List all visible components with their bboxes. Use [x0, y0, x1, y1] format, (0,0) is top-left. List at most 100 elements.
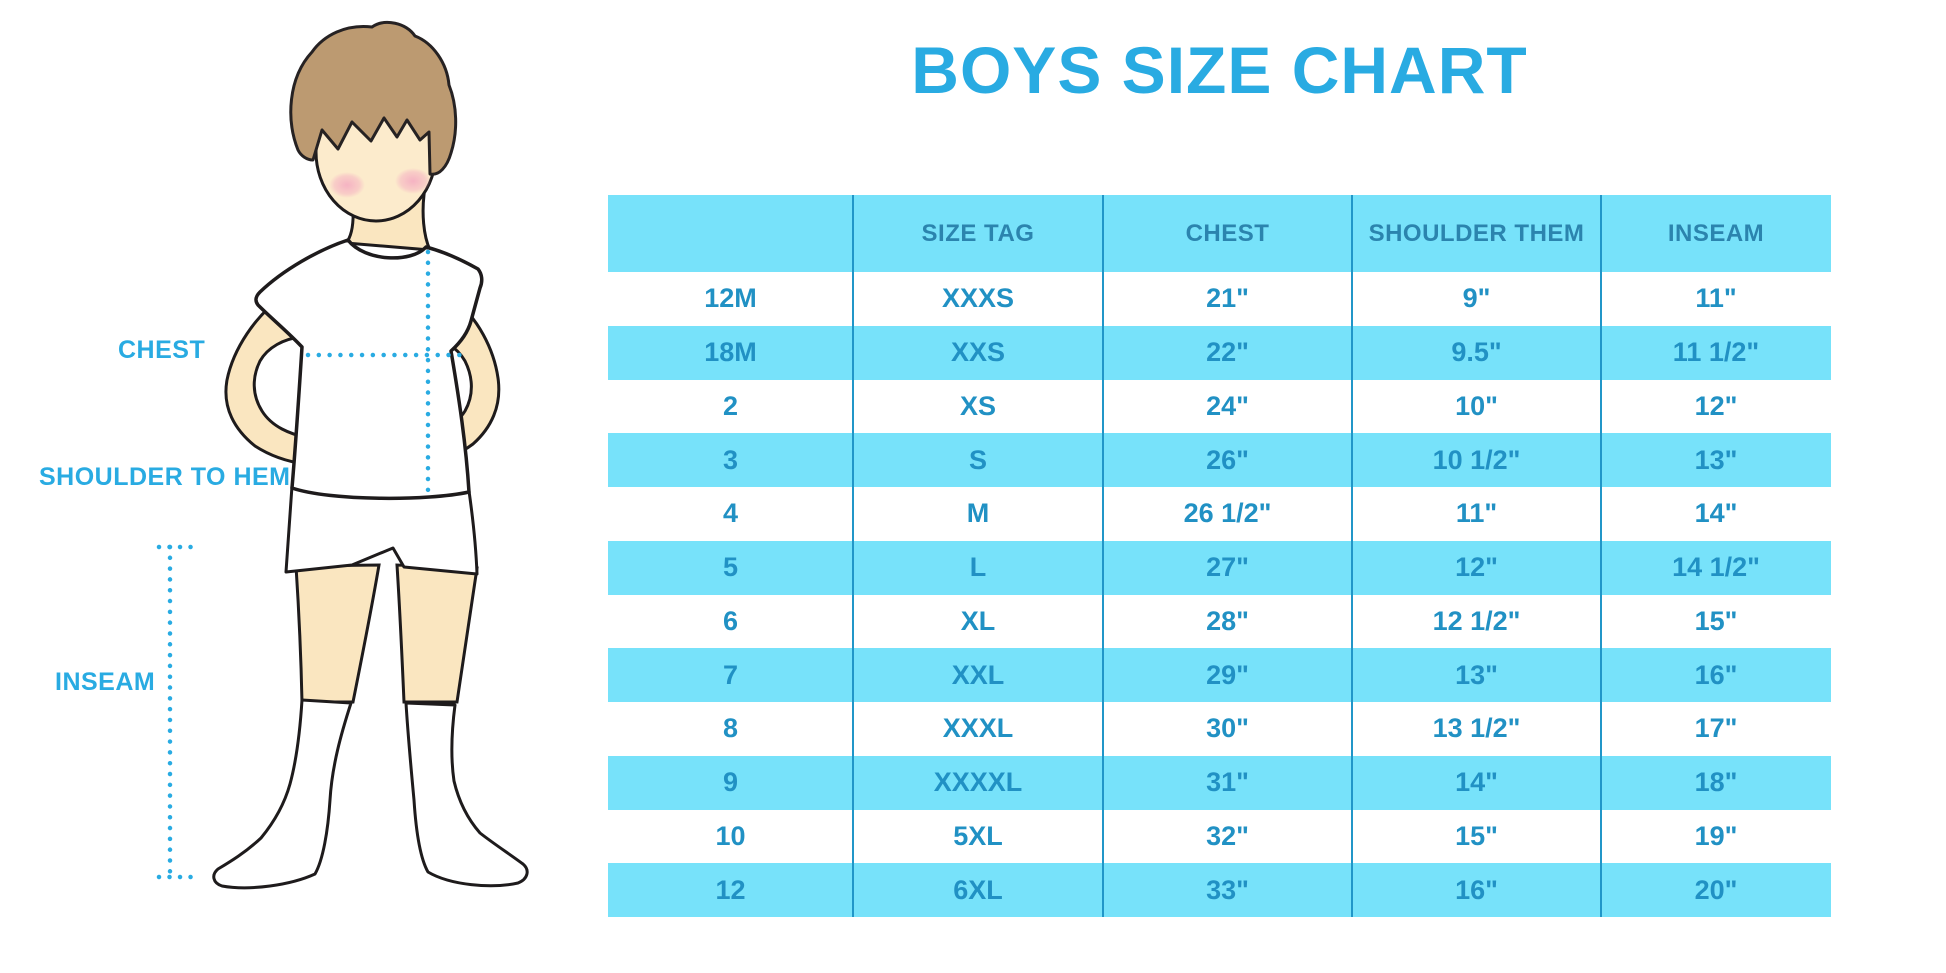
column-divider — [852, 195, 854, 917]
table-cell: 14 1/2" — [1672, 552, 1760, 583]
table-cell: 3 — [722, 444, 739, 475]
table-cell: 15" — [1455, 820, 1498, 851]
table-header-row: SIZE TAG CHEST SHOULDER THEM INSEAM — [608, 195, 1831, 272]
shorts-shape — [284, 484, 479, 576]
table-cell: 2 — [722, 390, 739, 421]
table-cell: 31" — [1206, 767, 1249, 798]
table-cell: XXL — [951, 659, 1005, 690]
table-cell: XS — [959, 390, 997, 421]
column-header-shoulder-them: SHOULDER THEM — [1368, 219, 1585, 247]
table-cell: 12" — [1694, 390, 1738, 421]
table-cell: 13 1/2" — [1432, 713, 1521, 744]
table-cell: L — [969, 552, 987, 583]
table-cell: 24" — [1206, 390, 1249, 421]
table-cell: 18M — [704, 337, 757, 368]
table-cell: 19" — [1694, 820, 1738, 851]
table-cell: 11" — [1455, 498, 1498, 529]
table-cell: XXS — [950, 337, 1006, 368]
table-cell: 12M — [704, 283, 757, 314]
right-leg-shape — [395, 563, 479, 704]
table-row: 4 M 26 1/2" 11" 14" — [608, 487, 1831, 541]
blush-left — [329, 172, 365, 198]
table-cell: 32" — [1206, 820, 1249, 851]
table-cell: 13" — [1455, 659, 1498, 690]
table-cell: XXXXL — [933, 767, 1023, 798]
table-cell: 9 — [722, 767, 739, 798]
table-cell: XL — [960, 605, 996, 636]
table-row: 12M XXXS 21" 9" 11" — [608, 272, 1831, 326]
table-cell: 5XL — [953, 820, 1003, 851]
table-cell: 10" — [1455, 390, 1498, 421]
table-cell: XXXS — [941, 283, 1015, 314]
inseam-label: INSEAM — [55, 668, 156, 696]
table-cell: S — [968, 444, 987, 475]
table-cell: 11 1/2" — [1672, 337, 1760, 368]
table-cell: M — [966, 498, 990, 529]
table-cell: 22" — [1206, 337, 1249, 368]
table-cell: 7 — [722, 659, 739, 690]
table-cell: 10 1/2" — [1432, 444, 1521, 475]
table-row: 6 XL 28" 12 1/2" 15" — [608, 595, 1831, 649]
shoulder-to-hem-label: SHOULDER TO HEM — [39, 463, 291, 491]
table-cell: 16" — [1694, 659, 1738, 690]
table-cell: 18" — [1694, 767, 1738, 798]
table-cell: 9.5" — [1451, 337, 1502, 368]
table-cell: 12 1/2" — [1432, 605, 1521, 636]
table-row: 3 S 26" 10 1/2" 13" — [608, 433, 1831, 487]
table-cell: 15" — [1694, 605, 1738, 636]
table-body: 12M XXXS 21" 9" 11" 18M XXS 22" 9.5" 11 1/2" 2 XS 24… — [608, 272, 1831, 917]
column-header-chest: CHEST — [1185, 219, 1270, 247]
table-cell: 21" — [1206, 283, 1249, 314]
table-cell: 17" — [1694, 713, 1738, 744]
table-cell: 5 — [722, 552, 739, 583]
table-cell: 11" — [1695, 283, 1737, 314]
boy-illustration — [156, 20, 529, 890]
table-cell: 27" — [1206, 552, 1249, 583]
column-divider — [1600, 195, 1602, 917]
table-row: 18M XXS 22" 9.5" 11 1/2" — [608, 325, 1831, 380]
table-cell: 6 — [722, 605, 739, 636]
measurement-figure-panel: CHEST SHOULDER TO HEM INSEAM — [0, 0, 600, 973]
hair-shape — [289, 20, 458, 176]
chest-label: CHEST — [118, 336, 206, 364]
table-cell: 29" — [1206, 659, 1249, 690]
table-row: 10 5XL 32" 15" 19" — [608, 810, 1831, 864]
column-header-blank — [608, 195, 853, 272]
table-cell: 4 — [722, 498, 739, 529]
table-cell: 26" — [1206, 444, 1249, 475]
right-sock-shape — [404, 701, 529, 888]
column-divider — [1351, 195, 1353, 917]
table-cell: 8 — [722, 713, 739, 744]
column-header-inseam: INSEAM — [1667, 219, 1765, 247]
table-cell: 26 1/2" — [1183, 498, 1272, 529]
left-leg-shape — [294, 563, 381, 704]
table-cell: 16" — [1455, 874, 1498, 905]
table-row: 9 XXXXL 31" 14" 18" — [608, 755, 1831, 810]
column-header-size-tag: SIZE TAG — [921, 219, 1035, 247]
table-cell: 30" — [1206, 713, 1249, 744]
table-cell: 14" — [1455, 767, 1498, 798]
table-cell: 14" — [1694, 498, 1738, 529]
blush-right — [395, 168, 431, 194]
column-divider — [1102, 195, 1104, 917]
table-cell: 6XL — [953, 874, 1003, 905]
table-cell: XXXL — [942, 713, 1014, 744]
table-row: 8 XXXL 30" 13 1/2" 17" — [608, 702, 1831, 756]
table-cell: 9" — [1462, 283, 1491, 314]
table-row: 5 L 27" 12" 14 1/2" — [608, 540, 1831, 595]
left-sock-shape — [212, 698, 353, 890]
table-row: 7 XXL 29" 13" 16" — [608, 648, 1831, 702]
table-row: 2 XS 24" 10" 12" — [608, 380, 1831, 434]
table-cell: 28" — [1206, 605, 1249, 636]
table-cell: 10 — [715, 820, 746, 851]
table-row: 12 6XL 33" 16" 20" — [608, 863, 1831, 917]
shirt-shape — [254, 238, 484, 501]
table-cell: 13" — [1694, 444, 1738, 475]
table-cell: 33" — [1206, 874, 1249, 905]
size-table: SIZE TAG CHEST SHOULDER THEM INSEAM 12M X… — [608, 195, 1831, 917]
table-cell: 12 — [715, 874, 746, 905]
page-title: BOYS SIZE CHART — [911, 33, 1528, 107]
table-cell: 20" — [1694, 874, 1738, 905]
table-cell: 12" — [1455, 552, 1498, 583]
